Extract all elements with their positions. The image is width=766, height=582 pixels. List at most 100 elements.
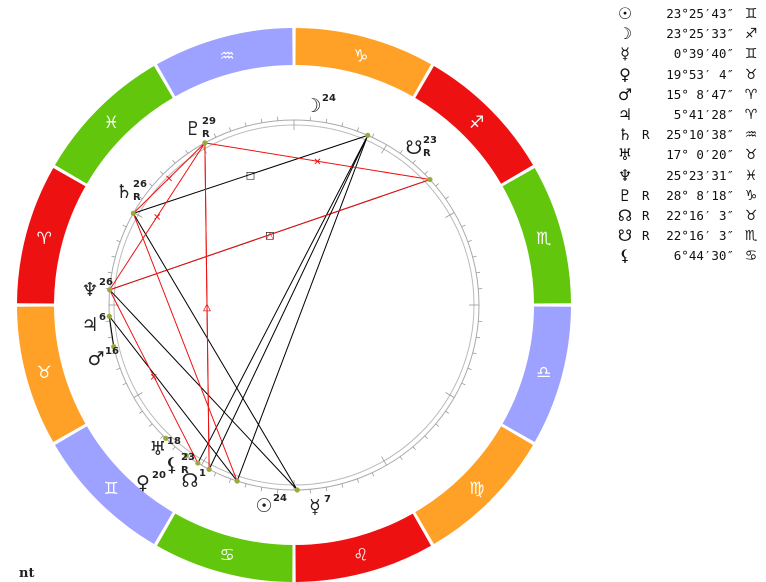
aspect-symbol: △	[203, 302, 211, 313]
aspect-line	[108, 315, 238, 482]
uranus-icon: ♅	[149, 438, 166, 460]
sign-segment	[156, 513, 293, 582]
mercury-icon: ☿	[620, 44, 630, 64]
planet-positions-table: ☉ 23°25′43″ ♊ ☽ 23°25′33″ ♐ ☿ 0°39′40″ ♊ ♀ 19°53′ …	[612, 4, 762, 266]
degree-tick	[138, 410, 143, 414]
sun-icon: ☉	[617, 4, 633, 23]
planet-dot	[427, 176, 433, 183]
retrograde-marker: R	[642, 207, 650, 223]
aries-icon: ♈	[37, 229, 52, 249]
aspect-symbol: ✕	[165, 174, 173, 185]
planet-degree: 29	[202, 116, 216, 127]
moon-icon: ☽	[304, 95, 321, 117]
retrograde-marker: R	[642, 187, 650, 203]
pisces-icon: ♓	[744, 167, 758, 184]
retrograde-marker: R	[642, 228, 650, 244]
moon-icon: ☽	[617, 24, 633, 44]
position-value: 25°23′31″	[666, 167, 734, 183]
cancer-icon: ♋	[744, 248, 758, 265]
degree-tick	[260, 487, 263, 492]
taurus-icon: ♉	[744, 66, 758, 83]
planet-dot	[365, 132, 371, 138]
position-row: ☊ R 22°16′ 3″ ♉	[612, 206, 762, 226]
saturn-icon: ♄	[115, 181, 132, 203]
degree-tick	[111, 352, 116, 355]
aspect-line	[109, 289, 298, 491]
planet-degree: 23	[423, 135, 437, 146]
degree-tick	[244, 483, 247, 488]
aspect-line	[208, 135, 369, 470]
planet-dot	[183, 452, 189, 459]
degree-tick	[412, 159, 416, 164]
planet-dot	[111, 344, 117, 350]
taurus-icon: ♉	[744, 207, 758, 224]
degree-tick	[228, 478, 232, 483]
scorpio-icon: ♏	[536, 229, 551, 249]
aries-icon: ♈	[744, 106, 758, 123]
aspect-line	[109, 179, 431, 291]
position-value: 22°16′ 3″	[666, 228, 734, 244]
capricorn-icon: ♑	[353, 46, 368, 66]
retrograde-marker: R	[642, 127, 650, 143]
degree-tick	[111, 255, 116, 258]
degree-tick	[472, 352, 477, 355]
degree-tick	[381, 456, 387, 466]
planet-degree: 24	[322, 93, 336, 104]
aspect-line	[132, 213, 238, 482]
position-value: 17° 0′20″	[666, 147, 734, 163]
aspect-line	[236, 135, 369, 482]
degree-tick	[461, 382, 466, 386]
planet-dot	[195, 460, 201, 466]
pluto-icon: ♇	[184, 118, 201, 140]
sign-segment	[295, 513, 432, 582]
jupiter-icon: ♃	[617, 104, 633, 124]
sign-segment	[54, 65, 173, 184]
degree-tick	[325, 118, 328, 123]
aspect-symbol: ✕	[150, 372, 158, 383]
aspect-line	[132, 142, 206, 214]
degree-tick	[172, 159, 176, 164]
degree-tick	[435, 423, 440, 427]
planet-dot	[163, 435, 169, 441]
aries-icon: ♈	[744, 86, 758, 103]
degree-tick	[201, 456, 207, 466]
aspect-symbol: □	[246, 170, 255, 181]
aspect-symbol: □	[265, 231, 274, 242]
degree-tick	[122, 224, 127, 228]
gemini-icon: ♊	[744, 6, 758, 22]
planet-degree: 1	[199, 468, 206, 479]
aspect-line	[204, 142, 431, 181]
degree-tick	[356, 127, 360, 132]
north-node-icon: ☊	[182, 470, 199, 492]
degree-tick	[160, 435, 164, 439]
position-row: ☽ 23°25′33″ ♐	[612, 24, 762, 44]
degree-tick	[445, 392, 455, 398]
degree-tick	[341, 483, 344, 488]
position-value: 25°10′38″	[666, 127, 734, 143]
position-value: 28° 8′18″	[666, 187, 734, 203]
neptune-icon: ♆	[617, 165, 633, 185]
degree-tick	[133, 392, 143, 398]
planet-degree: 23	[181, 452, 195, 463]
degree-tick	[399, 149, 403, 154]
degree-tick	[445, 410, 450, 414]
degree-tick	[116, 367, 121, 371]
planet-degree: 20	[152, 470, 166, 481]
planet-dot	[234, 478, 240, 484]
degree-tick	[445, 196, 450, 200]
sign-segment	[156, 28, 293, 97]
degree-tick	[107, 336, 112, 339]
aquarius-icon: ♒	[219, 46, 234, 66]
degree-tick	[424, 171, 428, 175]
degree-tick	[213, 133, 217, 138]
degree-tick	[467, 367, 472, 371]
aspect-line	[132, 213, 298, 491]
aspect-symbol: ✕	[153, 212, 161, 223]
sign-segment	[415, 426, 534, 545]
position-value: 6°44′30″	[673, 248, 734, 264]
degree-tick	[172, 446, 176, 451]
planet-degree: 6	[99, 312, 106, 323]
north-node-icon: ☊	[617, 205, 633, 225]
position-row: ☉ 23°25′43″ ♊	[612, 4, 762, 24]
degree-tick	[467, 239, 472, 243]
